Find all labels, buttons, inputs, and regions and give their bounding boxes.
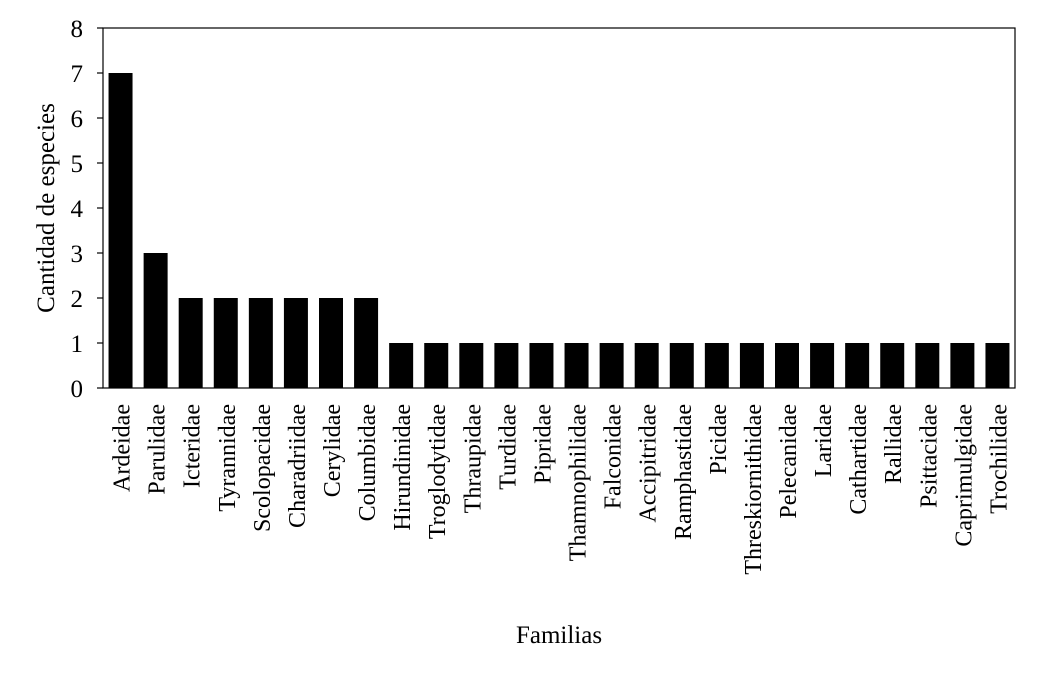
- bar-threskiornithidae: [739, 343, 764, 388]
- x-tick-label-scolopacidae: Scolopacidae: [250, 404, 276, 532]
- x-tick-label-thamnophilidae: Thamnophilidae: [566, 404, 592, 561]
- bar-hirundinidae: [389, 343, 414, 388]
- y-tick-label: 7: [71, 61, 84, 88]
- y-axis-label: Cantidad de especies: [33, 103, 60, 313]
- bar-pipridae: [529, 343, 554, 388]
- y-tick-label: 2: [71, 286, 84, 313]
- bar-accipitridae: [634, 343, 659, 388]
- bar-cathartidae: [845, 343, 870, 388]
- y-tick-label: 3: [71, 241, 84, 268]
- x-tick-label-cerylidae: Cerylidae: [320, 404, 346, 497]
- y-axis-ticks: 0 1 2 3 4 5 6 7 8: [71, 16, 103, 403]
- bar-pelecanidae: [775, 343, 799, 388]
- x-tick-label-psittacidae: Psittacidae: [916, 404, 942, 508]
- x-tick-label-trochilidae: Trochilidae: [986, 404, 1012, 514]
- x-tick-label-accipitridae: Accipitridae: [636, 404, 662, 523]
- x-tick-label-charadriidae: Charadriidae: [285, 404, 311, 528]
- x-tick-label-parulidae: Parulidae: [145, 404, 171, 495]
- y-tick-label: 0: [71, 376, 84, 403]
- x-axis-ticks: Ardeidae Parulidae Icteridae Tyrannidae Scol…: [110, 404, 1013, 575]
- x-tick-label-columbidae: Columbidae: [355, 404, 381, 521]
- x-tick-label-thraupidae: Thraupidae: [460, 404, 486, 513]
- bar-caprimulgidae: [950, 343, 975, 388]
- x-tick-label-turdidae: Turdidae: [495, 404, 521, 490]
- bar-psittacidae: [915, 343, 940, 388]
- x-tick-label-icteridae: Icteridae: [180, 404, 206, 488]
- bar-thamnophilidae: [564, 343, 589, 388]
- bar-thraupidae: [459, 343, 484, 388]
- x-tick-label-ardeidae: Ardeidae: [110, 404, 136, 492]
- x-tick-label-rallidae: Rallidae: [881, 404, 907, 484]
- x-tick-label-pelecanidae: Pelecanidae: [776, 404, 802, 519]
- bar-picidae: [704, 343, 729, 388]
- bar-laridae: [810, 343, 835, 388]
- bar-cerylidae: [319, 298, 343, 388]
- y-tick-label: 1: [71, 331, 84, 358]
- bar-ardeidae: [108, 73, 133, 388]
- bar-ramphastidae: [669, 343, 694, 388]
- y-tick-label: 8: [71, 16, 84, 43]
- x-tick-label-threskiornithidae: Threskiornithidae: [741, 404, 767, 575]
- x-tick-label-troglodytidae: Troglodytidae: [425, 404, 451, 539]
- x-tick-label-falconidae: Falconidae: [601, 404, 627, 509]
- bar-rallidae: [880, 343, 905, 388]
- x-tick-label-ramphastidae: Ramphastidae: [671, 404, 697, 540]
- bar-trochilidae: [985, 343, 1010, 388]
- y-tick-label: 5: [71, 151, 84, 178]
- y-tick-label: 4: [71, 196, 84, 223]
- bar-columbidae: [354, 298, 379, 388]
- x-axis-label: Familias: [516, 622, 602, 649]
- bar-falconidae: [599, 343, 624, 388]
- plot-area-frame: [102, 27, 1016, 389]
- bar-tyrannidae: [213, 298, 238, 388]
- bar-charadriidae: [283, 298, 308, 388]
- x-tick-label-pipridae: Pipridae: [530, 404, 556, 484]
- bar-icteridae: [178, 298, 203, 388]
- x-tick-label-picidae: Picidae: [706, 404, 732, 475]
- x-tick-label-caprimulgidae: Caprimulgidae: [951, 404, 977, 547]
- bar-parulidae: [143, 253, 168, 388]
- x-tick-label-hirundinidae: Hirundinidae: [390, 404, 416, 531]
- bar-turdidae: [494, 343, 519, 388]
- x-tick-label-tyrannidae: Tyrannidae: [215, 404, 241, 512]
- bar-troglodytidae: [424, 343, 449, 388]
- bar-scolopacidae: [248, 298, 273, 388]
- y-tick-label: 6: [71, 106, 84, 133]
- x-tick-label-cathartidae: Cathartidae: [846, 404, 872, 515]
- x-tick-label-laridae: Laridae: [811, 404, 837, 477]
- bars-group: [108, 73, 1010, 388]
